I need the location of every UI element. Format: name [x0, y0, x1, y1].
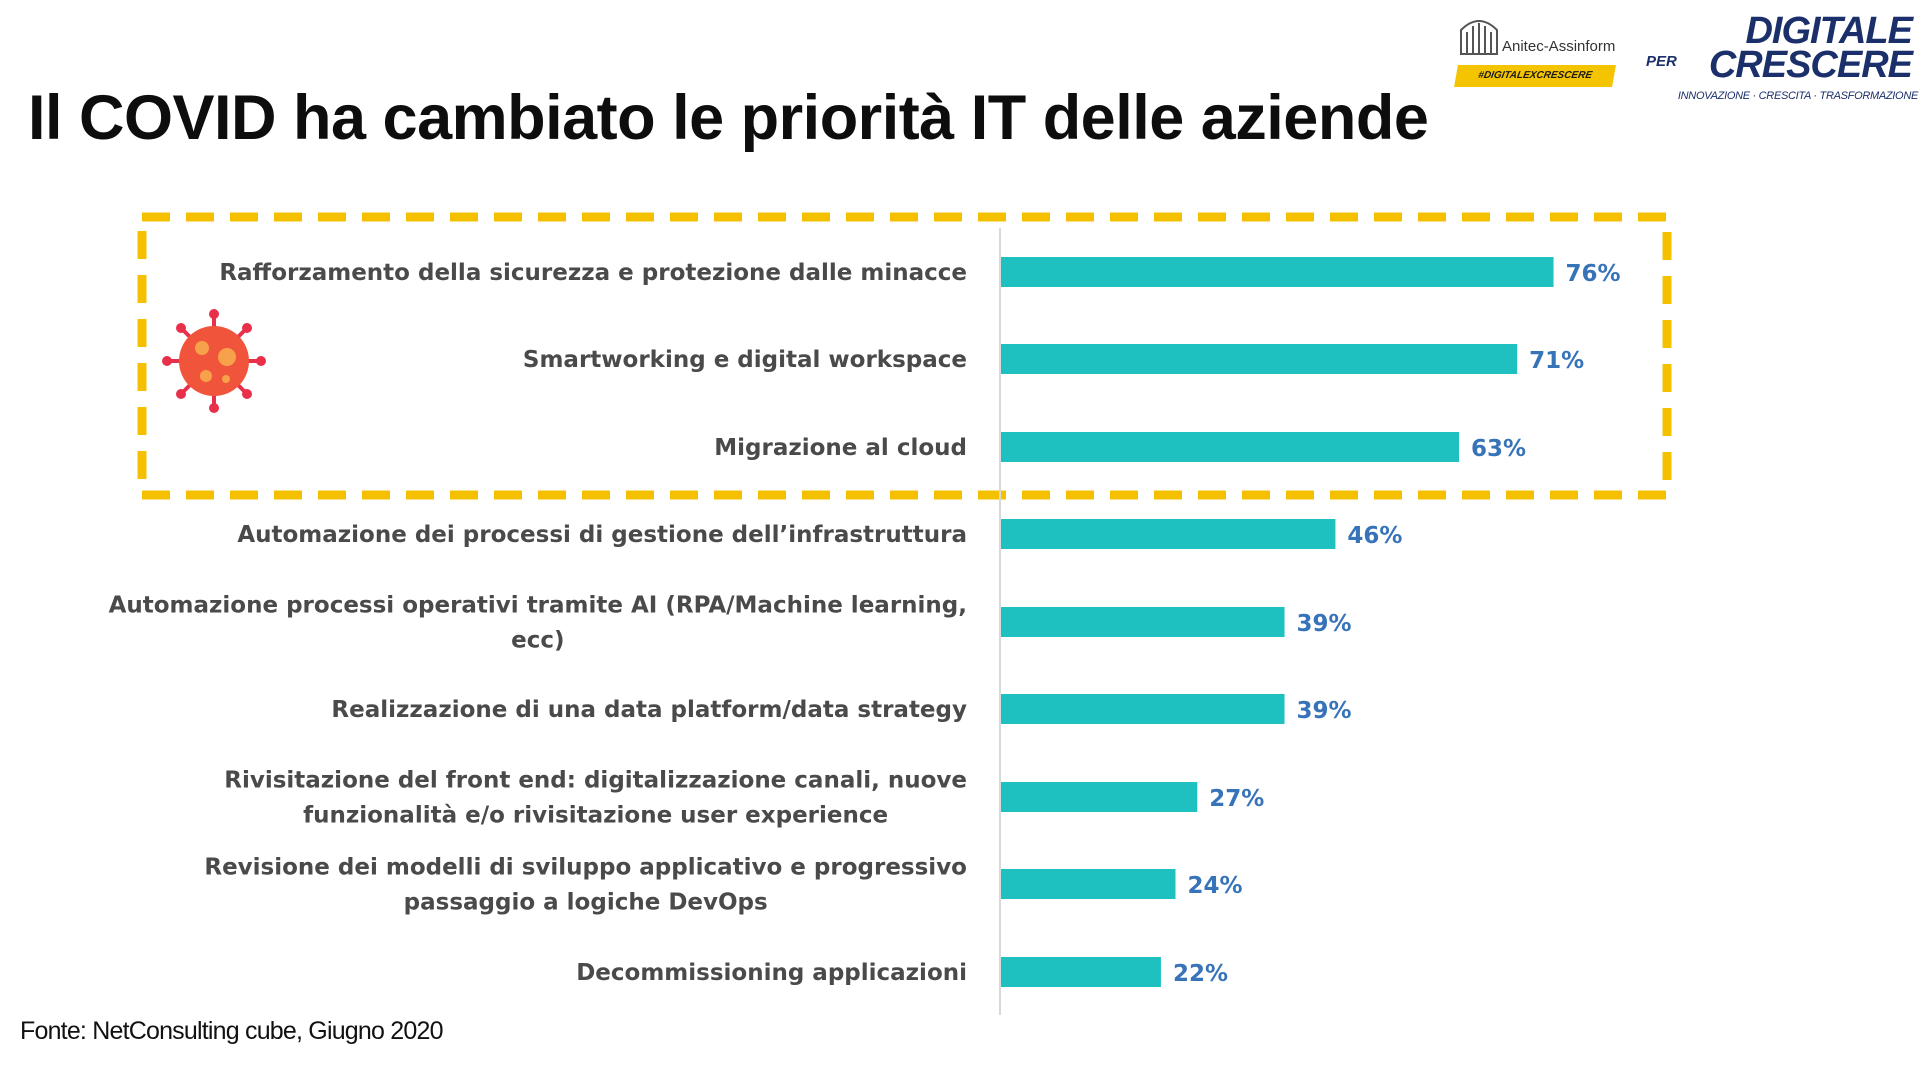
dpc-logo-line1: DIGITALE [1745, 10, 1913, 52]
bar-2 [1001, 344, 1518, 374]
category-label-7-line-2: funzionalità e/o rivisitazione user expe… [303, 803, 888, 829]
value-label-6: 39% [1297, 698, 1352, 724]
bar-4 [1001, 519, 1336, 549]
value-label-9: 22% [1173, 961, 1228, 987]
bar-9 [1001, 957, 1161, 987]
anitec-logo-text: Anitec-Assinform [1502, 38, 1616, 55]
bar-3 [1001, 432, 1460, 462]
bar-8 [1001, 869, 1176, 899]
confindustria-emblem-icon [1460, 20, 1498, 55]
value-label-8: 24% [1187, 873, 1242, 899]
value-label-4: 46% [1347, 523, 1402, 549]
bar-5 [1001, 607, 1285, 637]
anitec-assinform-logo: Anitec-Assinform #DIGITALEXCRESCERE [1450, 10, 1625, 90]
covid-highlight-box [137, 212, 1672, 500]
coronavirus-icon [162, 309, 266, 413]
digitale-per-crescere-logo: DIGITALE PER CRESCERE INNOVAZIONE · CRES… [1640, 10, 1920, 105]
value-label-5: 39% [1297, 611, 1352, 637]
dpc-logo-line2: CRESCERE [1708, 44, 1913, 86]
value-label-2: 71% [1529, 348, 1584, 374]
category-label-6: Realizzazione di una data platform/data … [331, 697, 967, 723]
slide-title: Il COVID ha cambiato le priorità IT dell… [28, 83, 1429, 153]
category-label-7-line-1: Rivisitazione del front end: digitalizza… [224, 768, 967, 794]
category-label-3: Migrazione al cloud [714, 435, 967, 461]
bar-6 [1001, 694, 1285, 724]
value-label-7: 27% [1209, 786, 1264, 812]
dpc-logo-tagline: INNOVAZIONE · CRESCITA · TRASFORMAZIONE [1677, 90, 1918, 102]
category-label-8-line-2: passaggio a logiche DevOps [404, 890, 768, 916]
bar-1 [1001, 257, 1554, 287]
category-label-8-line-1: Revisione dei modelli di sviluppo applic… [204, 855, 967, 881]
dpc-logo-per: PER [1646, 53, 1677, 70]
value-label-3: 63% [1471, 436, 1526, 462]
category-label-4: Automazione dei processi di gestione del… [237, 522, 967, 548]
source-note: Fonte: NetConsulting cube, Giugno 2020 [20, 1017, 443, 1045]
bar-7 [1001, 782, 1198, 812]
category-label-9: Decommissioning applicazioni [576, 960, 967, 986]
category-label-5-line-2: ecc) [511, 628, 564, 654]
category-label-5-line-1: Automazione processi operativi tramite A… [109, 593, 967, 619]
category-label-1: Rafforzamento della sicurezza e protezio… [219, 260, 967, 286]
value-label-1: 76% [1566, 261, 1621, 287]
category-label-2: Smartworking e digital workspace [523, 347, 967, 373]
